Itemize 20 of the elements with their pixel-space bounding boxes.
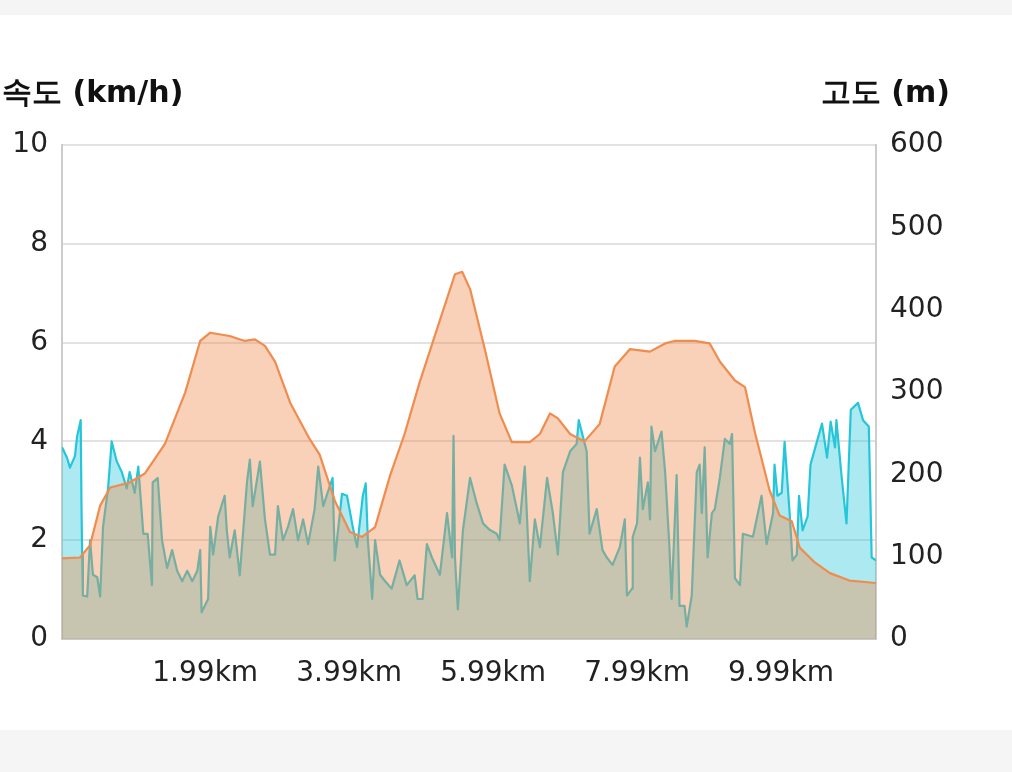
y2-tick-label: 200	[890, 455, 944, 489]
y2-tick-label: 400	[890, 290, 944, 324]
y2-tick-label: 500	[890, 208, 944, 242]
y-tick-label: 8	[30, 225, 48, 259]
x-tick-label: 5.99km	[440, 655, 547, 689]
y-axis-title: 속도 (km/h)	[2, 73, 184, 111]
y-tick-label: 10	[12, 126, 48, 160]
y2-tick-label: 0	[890, 620, 908, 654]
y-tick-label: 2	[30, 521, 48, 555]
y-tick-label: 6	[30, 323, 48, 357]
y2-tick-label: 100	[890, 537, 944, 571]
x-tick-label: 7.99km	[584, 655, 690, 689]
y2-tick-label: 600	[890, 126, 944, 160]
y-tick-label: 0	[30, 620, 48, 654]
y2-axis-title: 고도 (m)	[820, 73, 950, 111]
y-tick-label: 4	[30, 422, 48, 456]
x-tick-label: 3.99km	[296, 655, 403, 689]
x-tick-label: 1.99km	[152, 655, 259, 689]
x-tick-label: 9.99km	[728, 655, 834, 689]
y2-tick-label: 300	[890, 373, 944, 407]
